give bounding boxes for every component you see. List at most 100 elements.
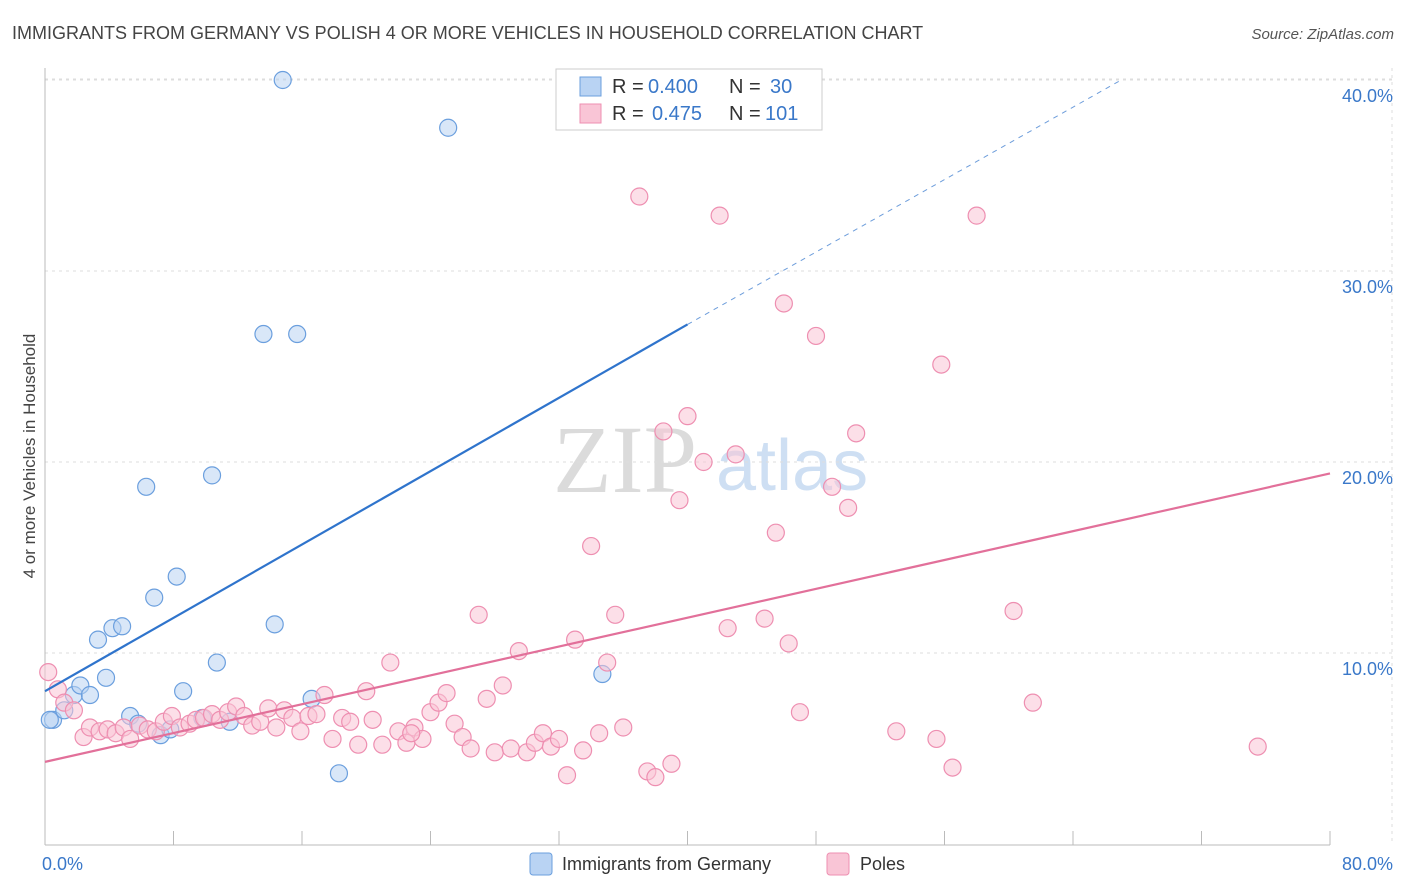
point-poles-35 — [323, 729, 342, 749]
point-poles-92 — [887, 722, 906, 741]
point-germany-26 — [329, 764, 349, 783]
point-poles-99 — [1248, 737, 1267, 756]
stats-legend: R = 0.400 N = 30 R = 0.475 N = 101 — [555, 68, 823, 131]
series-germany-points — [40, 70, 612, 783]
point-germany-11 — [137, 477, 156, 496]
point-germany-22 — [265, 615, 284, 634]
point-poles-61 — [533, 724, 553, 743]
bottom-legend-swatch-germany — [529, 852, 553, 876]
point-poles-38 — [349, 735, 368, 754]
point-germany-19 — [207, 653, 226, 672]
legend-swatch-poles — [579, 103, 602, 124]
point-poles-88 — [806, 326, 826, 346]
point-poles-52 — [461, 739, 480, 758]
point-poles-90 — [839, 498, 858, 517]
point-poles-76 — [662, 754, 681, 773]
point-poles-64 — [557, 766, 577, 785]
legend-r-value-2: 0.475 — [652, 103, 702, 125]
point-poles-75 — [654, 422, 673, 441]
y-tick-label-1: 20.0% — [1342, 468, 1393, 488]
bottom-legend-label-poles: Poles — [860, 854, 905, 874]
point-poles-65 — [565, 630, 585, 649]
point-germany-21 — [254, 324, 273, 344]
chart-title: IMMIGRANTS FROM GERMANY VS POLISH 4 OR M… — [12, 23, 923, 43]
point-poles-70 — [606, 605, 625, 624]
point-poles-85 — [774, 294, 793, 313]
point-poles-82 — [726, 445, 745, 464]
point-poles-72 — [630, 187, 649, 206]
point-poles-53 — [469, 605, 488, 624]
chart-source: Source: ZipAtlas.com — [1251, 26, 1394, 43]
point-poles-37 — [341, 712, 360, 731]
point-germany-15 — [167, 567, 186, 586]
watermark-atlas: atlas — [716, 426, 868, 506]
point-poles-50 — [445, 714, 464, 733]
point-poles-33 — [307, 705, 326, 724]
point-poles-84 — [766, 523, 785, 542]
point-poles-69 — [598, 653, 617, 672]
legend-n-label-1: N = — [729, 76, 761, 98]
y-tick-labels: 10.0% 20.0% 30.0% 40.0% — [1342, 86, 1393, 679]
y-tick-label-2: 30.0% — [1342, 277, 1393, 297]
point-germany-6 — [96, 668, 116, 687]
point-poles-31 — [291, 722, 310, 741]
point-poles-57 — [501, 739, 520, 758]
trend-line-germany-extension — [687, 79, 1122, 325]
legend-n-label-2: N = — [729, 103, 761, 125]
point-poles-67 — [582, 536, 601, 556]
grid-lines — [45, 68, 1393, 845]
point-poles-54 — [477, 689, 496, 708]
point-poles-80 — [710, 206, 729, 225]
point-poles-78 — [678, 407, 697, 426]
point-germany-8 — [112, 617, 132, 636]
point-poles-94 — [932, 355, 951, 374]
point-poles-91 — [847, 424, 866, 443]
bottom-legend-swatch-poles — [826, 852, 850, 876]
point-germany-12 — [145, 588, 164, 607]
point-germany-27 — [439, 118, 458, 137]
series-legend: Immigrants from Germany Poles — [529, 852, 905, 876]
trend-lines — [44, 79, 1331, 763]
point-poles-77 — [670, 491, 689, 510]
point-poles-79 — [694, 452, 713, 472]
point-poles-83 — [755, 609, 774, 628]
legend-swatch-germany — [579, 76, 602, 97]
point-germany-29 — [40, 710, 59, 729]
y-axis-title: 4 or more Vehicles in Household — [20, 334, 39, 579]
legend-r-value-1: 0.400 — [648, 76, 698, 98]
x-tick-marks — [44, 831, 1331, 845]
watermark: ZIP atlas — [553, 406, 868, 513]
point-germany-5 — [88, 630, 108, 649]
y-tick-label-0: 10.0% — [1342, 659, 1393, 679]
point-poles-81 — [718, 619, 737, 638]
point-poles-100 — [402, 724, 421, 743]
x-tick-label-1: 80.0% — [1342, 854, 1393, 874]
trend-line-germany — [44, 323, 689, 693]
x-tick-labels: 0.0% 80.0% — [42, 854, 1393, 874]
y-tick-label-3: 40.0% — [1342, 86, 1393, 106]
point-poles-93 — [927, 729, 946, 749]
point-poles-89 — [822, 477, 842, 496]
legend-n-value-1: 30 — [770, 76, 792, 98]
point-poles-63 — [549, 729, 569, 749]
point-germany-23 — [273, 70, 292, 90]
point-poles-27 — [259, 699, 278, 718]
point-poles-98 — [1023, 693, 1042, 712]
point-poles-96 — [967, 206, 986, 225]
point-poles-40 — [363, 710, 382, 729]
point-poles-95 — [943, 758, 962, 777]
point-poles-55 — [485, 743, 504, 762]
legend-r-label-2: R = — [612, 103, 644, 125]
point-germany-16 — [174, 682, 193, 701]
point-poles-42 — [381, 653, 400, 672]
point-poles-97 — [1004, 601, 1023, 621]
point-poles-68 — [590, 724, 609, 743]
trend-line-poles — [44, 472, 1331, 763]
point-poles-41 — [373, 735, 392, 754]
point-germany-24 — [288, 324, 307, 344]
point-poles-49 — [437, 684, 456, 703]
point-poles-0 — [39, 662, 58, 682]
point-poles-66 — [573, 741, 593, 760]
point-germany-4 — [80, 685, 100, 705]
